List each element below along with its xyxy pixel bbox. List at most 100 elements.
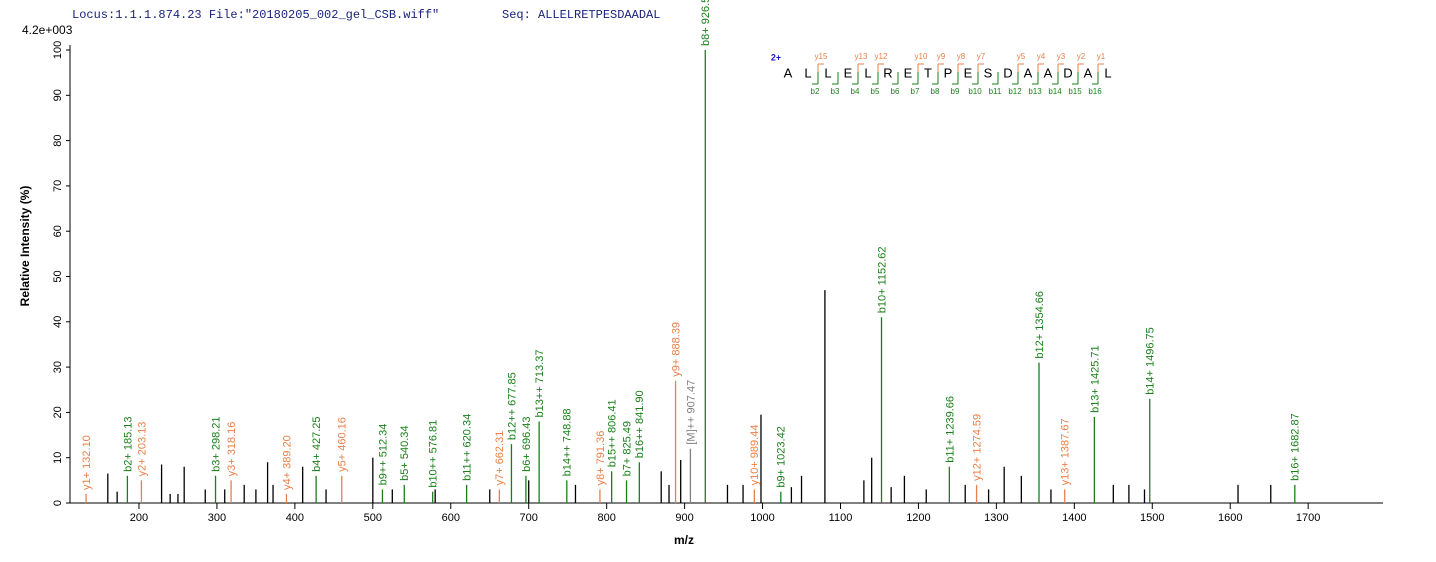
y-tick-label: 80 [52, 134, 64, 146]
x-tick-label: 1200 [906, 512, 930, 524]
x-tick-label: 300 [208, 512, 226, 524]
x-tick-label: 1300 [984, 512, 1008, 524]
peak-label: b8+ 926.53 [700, 0, 712, 46]
y-ion-label: y1 [1097, 52, 1106, 61]
peak-label: b6+ 696.43 [521, 416, 533, 471]
residue: A [784, 65, 793, 80]
peak-label: y2+ 203.13 [136, 422, 148, 477]
peak-label: b2+ 185.13 [122, 416, 134, 471]
peak-label: b10+ 1152.62 [876, 246, 888, 313]
peak-label: b14+ 1496.75 [1145, 327, 1157, 395]
y-ion-label: y2 [1077, 52, 1086, 61]
b-ion-label: b3 [831, 87, 840, 96]
peak-label: b7+ 825.49 [621, 421, 633, 476]
y-tick-label: 0 [52, 500, 64, 506]
y-ion-label: y13 [855, 52, 868, 61]
y-axis-label: Relative Intensity (%) [18, 186, 32, 307]
b-ion-label: b5 [871, 87, 880, 96]
y-ion-label: y4 [1037, 52, 1046, 61]
x-tick-label: 1400 [1062, 512, 1086, 524]
y-ion-label: y7 [977, 52, 986, 61]
peak-label: b15++ 806.41 [607, 399, 619, 467]
y-ion-label: y8 [957, 52, 966, 61]
peak-label: b14++ 748.88 [562, 408, 574, 476]
y-ion-label: y12 [875, 52, 888, 61]
header-locus: Locus:1.1.1.874.23 File:"20180205_002_ge… [72, 8, 439, 22]
residue: E [964, 65, 973, 80]
b-ion-label: b7 [911, 87, 920, 96]
x-axis-label: m/z [674, 533, 694, 547]
residue: S [984, 65, 993, 80]
x-tick-label: 1100 [829, 512, 853, 524]
b-ion-label: b2 [811, 87, 820, 96]
peak-label: b11+ 1239.66 [944, 396, 956, 463]
peak-label: y4+ 389.20 [281, 435, 293, 490]
peak-label: b9++ 512.34 [377, 424, 389, 486]
y-tick-label: 60 [52, 225, 64, 237]
peak-label: b13++ 713.37 [534, 350, 546, 418]
b-ion-label: b6 [891, 87, 900, 96]
y-ion-label: y5 [1017, 52, 1026, 61]
peak-label: y12+ 1274.59 [971, 414, 983, 481]
peak-label: b10++ 576.81 [428, 420, 440, 488]
peak-label: y3+ 318.16 [226, 422, 238, 477]
header-seq: Seq: ALLELRETPESDAADAL [502, 8, 660, 22]
y-tick-label: 90 [52, 89, 64, 101]
x-tick-label: 900 [675, 512, 693, 524]
b-ion-label: b12 [1008, 87, 1022, 96]
b-ion-label: b8 [931, 87, 940, 96]
x-tick-label: 1700 [1296, 512, 1320, 524]
residue: A [1084, 65, 1093, 80]
x-tick-label: 1600 [1218, 512, 1242, 524]
peak-label: b13+ 1425.71 [1089, 345, 1101, 413]
residue: E [904, 65, 913, 80]
x-tick-label: 500 [364, 512, 382, 524]
b-ion-label: b4 [851, 87, 860, 96]
peak-label: b12+ 1354.66 [1034, 291, 1046, 359]
y-ion-label: y3 [1057, 52, 1066, 61]
residue: L [804, 65, 811, 80]
peak-label: b16++ 841.90 [634, 390, 646, 458]
x-tick-label: 1000 [750, 512, 774, 524]
residue: D [1063, 65, 1072, 80]
y-tick-label: 50 [52, 270, 64, 282]
x-tick-label: 700 [520, 512, 538, 524]
peak-label: y5+ 460.16 [337, 417, 349, 472]
b-ion-label: b15 [1068, 87, 1082, 96]
x-tick-label: 1500 [1140, 512, 1164, 524]
residue: P [944, 65, 953, 80]
residue: A [1044, 65, 1053, 80]
b-ion-label: b11 [989, 87, 1002, 96]
peak-label: b4+ 427.25 [311, 416, 323, 471]
residue: L [1104, 65, 1111, 80]
peak-label: y7+ 662.31 [494, 431, 506, 486]
peak-label: y10+ 989.44 [749, 425, 761, 486]
peak-label: y1+ 132.10 [81, 435, 93, 490]
residue: D [1003, 65, 1012, 80]
peak-label: b9+ 1023.42 [776, 426, 788, 487]
y-ion-label: y15 [815, 52, 828, 61]
residue: T [924, 65, 932, 80]
b-ion-label: b14 [1048, 87, 1062, 96]
peak-label: b3+ 298.21 [210, 416, 222, 471]
peak-label: b5+ 540.34 [399, 426, 411, 481]
residue: L [864, 65, 871, 80]
peak-label: [M]++ 907.47 [685, 380, 697, 445]
y-tick-label: 70 [52, 180, 64, 192]
y-tick-label: 100 [52, 41, 64, 59]
x-tick-label: 800 [597, 512, 615, 524]
b-ion-label: b16 [1088, 87, 1102, 96]
y-ion-label: y9 [937, 52, 946, 61]
peak-label: b11++ 620.34 [462, 414, 474, 481]
residue: A [1024, 65, 1033, 80]
peak-label: y8+ 791.36 [595, 431, 607, 486]
x-tick-label: 200 [130, 512, 148, 524]
x-tick-label: 600 [442, 512, 460, 524]
y-tick-label: 40 [52, 316, 64, 328]
residue: E [844, 65, 853, 80]
peak-label: b16+ 1682.87 [1290, 413, 1302, 481]
b-ion-label: b13 [1028, 87, 1042, 96]
peak-label: b12++ 677.85 [506, 372, 518, 440]
